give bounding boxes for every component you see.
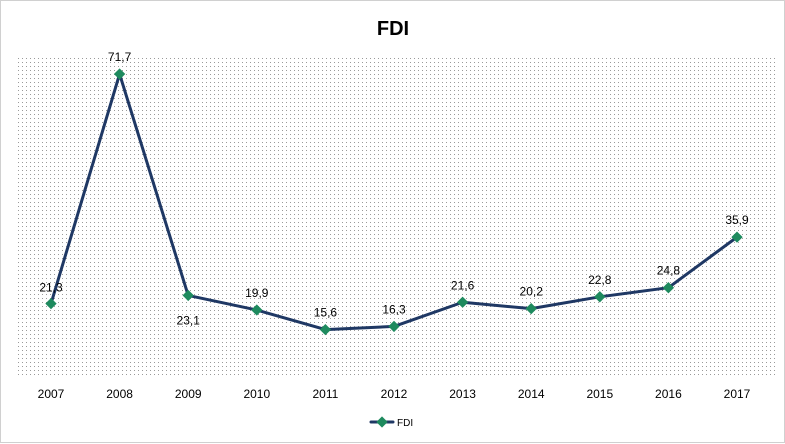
data-point-2010: [251, 304, 263, 316]
data-point-2016: [662, 282, 675, 294]
x-axis: 2007 2008 2009 2010 2011 2012 2013 2014 2015 2016…: [38, 387, 751, 401]
data-label-2011: 15,6: [314, 306, 338, 320]
data-point-2012: [388, 320, 400, 333]
plot-area: [17, 58, 777, 375]
data-point-2007: [45, 297, 57, 310]
x-tick-2007: 2007: [38, 387, 65, 401]
data-point-2017: [731, 231, 743, 243]
data-point-2011: [319, 323, 332, 336]
legend-marker: [376, 416, 388, 428]
x-tick-2011: 2011: [312, 387, 338, 401]
data-label-2012: 16,3: [382, 302, 406, 316]
x-tick-2009: 2009: [175, 387, 202, 401]
data-point-2013: [456, 296, 469, 308]
data-point-2014: [525, 302, 537, 315]
data-label-2008: 71,7: [108, 50, 132, 64]
x-tick-2012: 2012: [381, 387, 408, 401]
x-tick-2017: 2017: [724, 387, 751, 401]
data-point-2009: [182, 289, 194, 302]
series-layer: [45, 68, 743, 336]
data-label-2014: 20,2: [520, 285, 544, 299]
data-point-2015: [594, 291, 606, 303]
data-label-2015: 22,8: [588, 273, 612, 287]
data-labels: 21,3 71,7 23,1 19,9 15,6 16,3 21,6 20,2 22,8 24,8…: [39, 50, 749, 327]
legend: FDI: [369, 416, 413, 429]
data-label-2010: 19,9: [245, 286, 269, 300]
x-tick-2008: 2008: [106, 387, 133, 401]
x-tick-2016: 2016: [655, 387, 682, 401]
x-tick-2013: 2013: [449, 387, 476, 401]
x-tick-2010: 2010: [243, 387, 270, 401]
data-label-2009: 23,1: [177, 313, 201, 327]
x-tick-2014: 2014: [518, 387, 545, 401]
data-label-2013: 21,6: [451, 278, 475, 292]
data-label-2007: 21,3: [39, 281, 63, 295]
x-tick-2015: 2015: [586, 387, 613, 401]
data-label-2017: 35,9: [725, 213, 749, 227]
data-label-2016: 24,8: [657, 264, 681, 278]
legend-label: FDI: [397, 418, 413, 429]
chart-title: FDI: [377, 18, 409, 40]
